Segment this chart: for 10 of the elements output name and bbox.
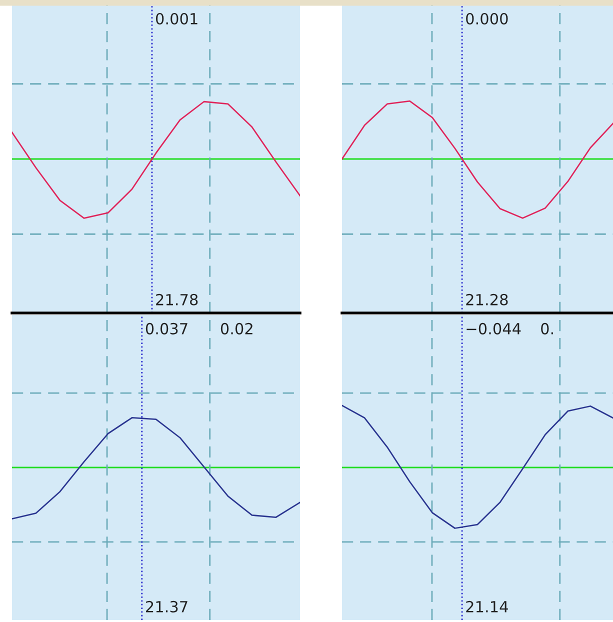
text: 0.001 xyxy=(156,12,198,25)
text: 21.78 xyxy=(156,294,198,306)
text: 0.037 xyxy=(146,322,188,334)
text: 0. xyxy=(541,322,553,334)
text: 21.37 xyxy=(146,600,188,612)
text: −0.044 xyxy=(466,322,521,334)
text: 21.28 xyxy=(466,294,508,306)
text: 0.000 xyxy=(466,12,508,25)
text: 21.14 xyxy=(466,600,508,612)
text: 0.02 xyxy=(220,322,252,334)
